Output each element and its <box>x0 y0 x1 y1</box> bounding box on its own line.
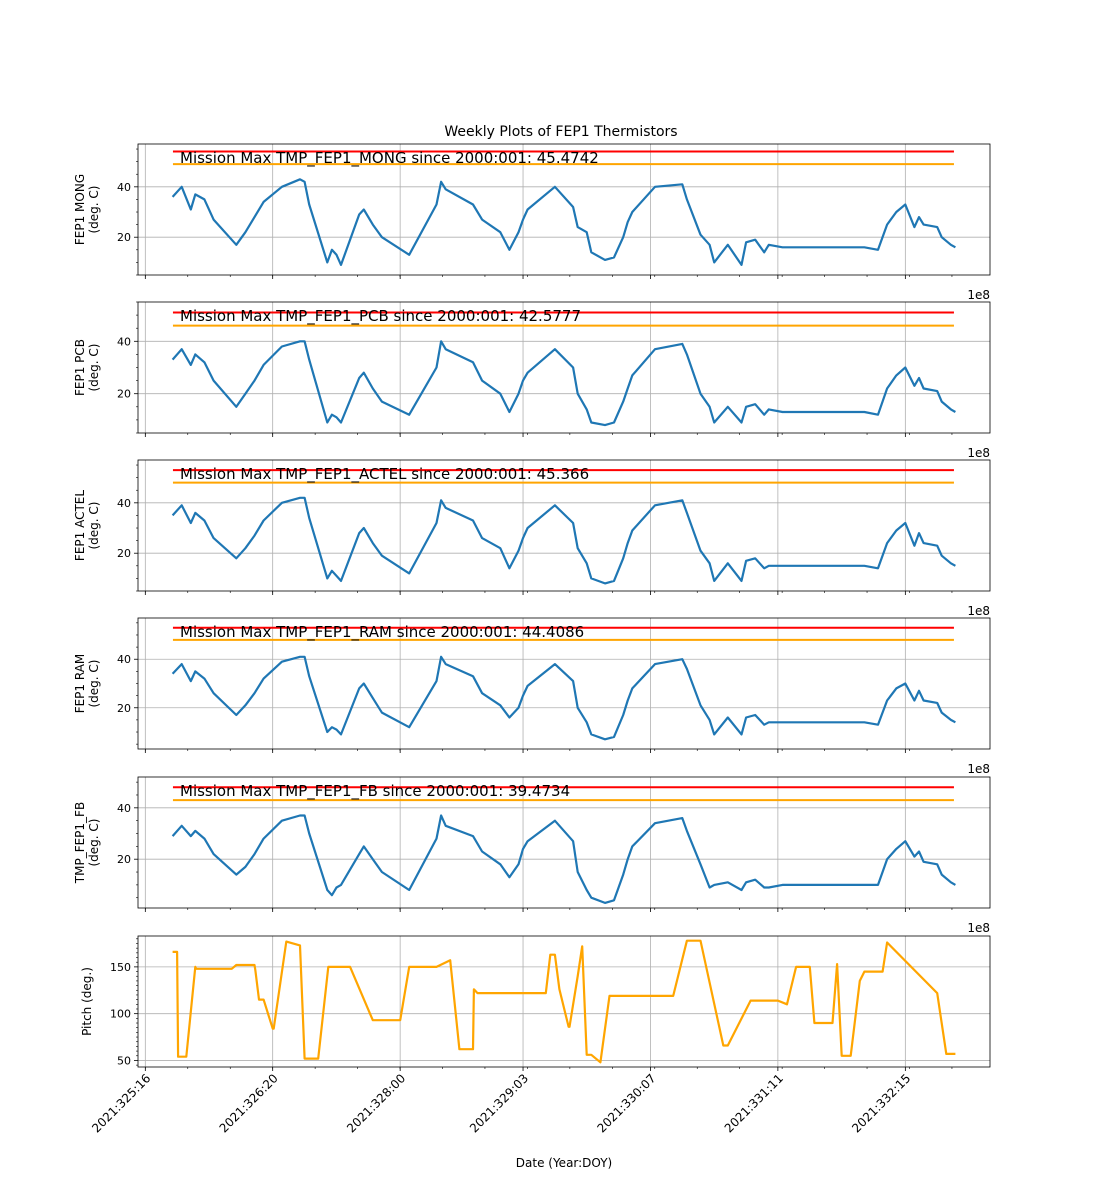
y-tick-label-4-0: 20 <box>117 853 131 866</box>
y-tick-label-3-0: 20 <box>117 702 131 715</box>
y-axis-label-4-1: (deg. C) <box>87 819 101 867</box>
offset-label-4: 1e8 <box>967 921 990 935</box>
mission-max-annotation-4: Mission Max TMP_FEP1_FB since 2000:001: … <box>180 782 570 801</box>
y-axis-label-1-0: FEP1 PCB <box>73 339 87 396</box>
y-axis-label-4-0: TMP_FEP1_FB <box>73 802 87 884</box>
plot-frame-1 <box>137 301 991 434</box>
y-axis-label-5-0: Pitch (deg.) <box>80 967 94 1036</box>
y-axis-label-2-0: FEP1 ACTEL <box>73 490 87 561</box>
series-line-3-0 <box>171 655 956 741</box>
figure-title: Weekly Plots of FEP1 Thermistors <box>444 124 677 140</box>
mission-max-annotation-0: Mission Max TMP_FEP1_MONG since 2000:001… <box>180 149 599 168</box>
series-line-0-0 <box>171 178 956 266</box>
y-axis-label-0-0: FEP1 MONG <box>73 174 87 245</box>
y-axis-label-3-1: (deg. C) <box>87 660 101 708</box>
mission-max-annotation-2: Mission Max TMP_FEP1_ACTEL since 2000:00… <box>180 465 589 484</box>
series-line-5-0 <box>172 939 956 1064</box>
y-tick-label-5-2: 150 <box>110 961 131 974</box>
y-tick-label-2-0: 20 <box>117 547 131 560</box>
plot-frame-2 <box>137 459 991 592</box>
offset-label-0: 1e8 <box>967 288 990 302</box>
series-line-2-0 <box>171 496 956 585</box>
y-tick-label-3-1: 40 <box>117 653 131 666</box>
mission-max-annotation-3: Mission Max TMP_FEP1_RAM since 2000:001:… <box>180 623 584 642</box>
mission-max-annotation-1: Mission Max TMP_FEP1_PCB since 2000:001:… <box>180 307 581 326</box>
offset-label-3: 1e8 <box>967 762 990 776</box>
y-axis-label-0-1: (deg. C) <box>87 186 101 234</box>
y-tick-label-0-1: 40 <box>117 181 131 194</box>
series-line-1-0 <box>171 340 956 427</box>
plot-frame-5 <box>137 935 991 1068</box>
series-line-4-0 <box>171 814 956 905</box>
plot-frame-0 <box>137 143 991 276</box>
y-tick-label-5-1: 100 <box>110 1008 131 1021</box>
y-tick-label-0-0: 20 <box>117 231 131 244</box>
offset-label-2: 1e8 <box>967 604 990 618</box>
plot-frame-3 <box>137 617 991 750</box>
y-tick-label-2-1: 40 <box>117 497 131 510</box>
offset-label-1: 1e8 <box>967 446 990 460</box>
y-tick-label-1-0: 20 <box>117 388 131 401</box>
y-tick-label-4-1: 40 <box>117 802 131 815</box>
y-axis-label-3-0: FEP1 RAM <box>73 654 87 714</box>
x-axis-label: Date (Year:DOY) <box>516 1156 612 1170</box>
plot-frame-4 <box>137 776 991 909</box>
y-axis-label-2-1: (deg. C) <box>87 502 101 550</box>
y-tick-label-5-0: 50 <box>117 1054 131 1067</box>
y-axis-label-1-1: (deg. C) <box>87 344 101 392</box>
y-tick-label-1-1: 40 <box>117 335 131 348</box>
